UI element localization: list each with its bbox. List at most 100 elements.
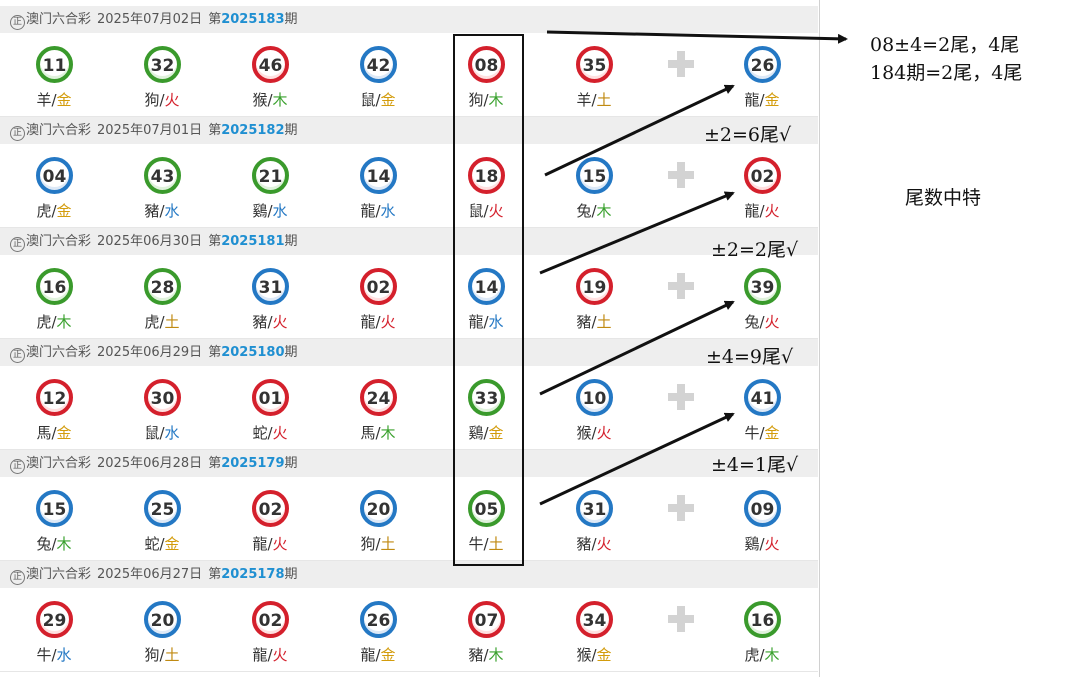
number-ball: 42 xyxy=(360,46,397,83)
element-text: 土 xyxy=(596,91,612,109)
ball-cell: 29 牛/水 xyxy=(0,588,108,672)
zodiac-text: 馬 xyxy=(36,424,52,442)
special-ball-cell: 02 龍/火 xyxy=(708,144,816,228)
number-ball: 08 xyxy=(468,46,505,83)
ball-cell: 02 龍/火 xyxy=(216,477,324,561)
zodiac-text: 兔 xyxy=(576,202,592,220)
separator: / xyxy=(759,91,765,109)
number-ball: 04 xyxy=(36,157,73,194)
zodiac-text: 虎 xyxy=(144,313,160,331)
zodiac-element-label: 虎/木 xyxy=(708,644,816,665)
separator: / xyxy=(51,646,57,664)
number-ball: 41 xyxy=(744,379,781,416)
zodiac-text: 猴 xyxy=(576,424,592,442)
zodiac-element-label: 蛇/金 xyxy=(108,533,216,554)
plus-cell xyxy=(627,255,735,339)
issue-prefix: 第 xyxy=(208,12,222,27)
ball-cell: 34 猴/金 xyxy=(540,588,648,672)
lottery-name: 澳门六合彩 xyxy=(26,456,92,471)
number-ball: 33 xyxy=(468,379,505,416)
zodiac-element-label: 豬/木 xyxy=(432,644,540,665)
zodiac-element-label: 豬/火 xyxy=(540,533,648,554)
logo-icon: 正 xyxy=(10,126,25,141)
zodiac-text: 龍 xyxy=(744,202,760,220)
separator: / xyxy=(759,313,765,331)
separator: / xyxy=(483,202,489,220)
zodiac-text: 馬 xyxy=(360,424,376,442)
issue-number: 2025178 xyxy=(221,567,285,582)
number-ball: 20 xyxy=(360,490,397,527)
separator: / xyxy=(375,313,381,331)
number-ball: 34 xyxy=(576,601,613,638)
zodiac-text: 龍 xyxy=(360,313,376,331)
number-ball: 32 xyxy=(144,46,181,83)
lottery-name: 澳门六合彩 xyxy=(26,234,92,249)
element-text: 水 xyxy=(380,202,396,220)
separator: / xyxy=(483,646,489,664)
element-text: 火 xyxy=(764,202,780,220)
note-row3: ±4=9尾√ xyxy=(706,346,794,368)
number-ball: 24 xyxy=(360,379,397,416)
number-ball: 15 xyxy=(576,157,613,194)
separator: / xyxy=(51,535,57,553)
ball-cell: 14 龍/水 xyxy=(324,144,432,228)
number-ball: 16 xyxy=(744,601,781,638)
element-text: 火 xyxy=(272,535,288,553)
ball-cell: 20 狗/土 xyxy=(324,477,432,561)
zodiac-element-label: 狗/木 xyxy=(432,89,540,110)
zodiac-text: 狗 xyxy=(360,535,376,553)
ball-cell: 01 蛇/火 xyxy=(216,366,324,450)
issue-suffix: 期 xyxy=(284,123,298,138)
ball-cell: 28 虎/土 xyxy=(108,255,216,339)
ball-cell: 18 鼠/火 xyxy=(432,144,540,228)
element-text: 木 xyxy=(764,646,780,664)
zodiac-text: 兔 xyxy=(744,313,760,331)
separator: / xyxy=(51,91,57,109)
zodiac-element-label: 龍/火 xyxy=(216,533,324,554)
logo-icon: 正 xyxy=(10,348,25,363)
zodiac-element-label: 豬/火 xyxy=(216,311,324,332)
zodiac-element-label: 兔/火 xyxy=(708,311,816,332)
element-text: 金 xyxy=(380,91,396,109)
draw-date: 2025年07月01日 xyxy=(97,123,203,138)
number-ball: 02 xyxy=(360,268,397,305)
issue-suffix: 期 xyxy=(284,345,298,360)
zodiac-element-label: 牛/金 xyxy=(708,422,816,443)
zodiac-element-label: 龍/水 xyxy=(324,200,432,221)
separator: / xyxy=(267,535,273,553)
separator: / xyxy=(267,313,273,331)
element-text: 木 xyxy=(56,313,72,331)
ball-cell: 26 龍/金 xyxy=(324,588,432,672)
draw-date: 2025年06月29日 xyxy=(97,345,203,360)
zodiac-text: 龍 xyxy=(744,91,760,109)
element-text: 金 xyxy=(56,202,72,220)
separator: / xyxy=(483,424,489,442)
zodiac-text: 猴 xyxy=(252,91,268,109)
element-text: 木 xyxy=(56,535,72,553)
element-text: 金 xyxy=(596,646,612,664)
draw-date: 2025年06月27日 xyxy=(97,567,203,582)
zodiac-text: 羊 xyxy=(36,91,52,109)
ball-cell: 07 豬/木 xyxy=(432,588,540,672)
issue-prefix: 第 xyxy=(208,123,222,138)
element-text: 金 xyxy=(764,91,780,109)
number-ball: 28 xyxy=(144,268,181,305)
draw-header: 正澳门六合彩 2025年06月28日 第2025179期 xyxy=(0,450,818,477)
zodiac-text: 豬 xyxy=(144,202,160,220)
plus-icon xyxy=(668,273,694,299)
zodiac-text: 龍 xyxy=(360,202,376,220)
zodiac-element-label: 鷄/金 xyxy=(432,422,540,443)
ball-cell: 33 鷄/金 xyxy=(432,366,540,450)
ball-cell: 12 馬/金 xyxy=(0,366,108,450)
separator: / xyxy=(375,91,381,109)
element-text: 金 xyxy=(164,535,180,553)
element-text: 木 xyxy=(488,646,504,664)
draw-header: 正澳门六合彩 2025年07月02日 第2025183期 xyxy=(0,6,818,33)
ball-row: 12 馬/金 30 鼠/水 01 蛇/火 24 馬/木 33 鷄/金 10 猴/火 41 牛/金 xyxy=(0,366,818,450)
element-text: 火 xyxy=(596,535,612,553)
logo-icon: 正 xyxy=(10,15,25,30)
separator: / xyxy=(375,424,381,442)
plus-cell xyxy=(627,366,735,450)
issue-suffix: 期 xyxy=(284,234,298,249)
